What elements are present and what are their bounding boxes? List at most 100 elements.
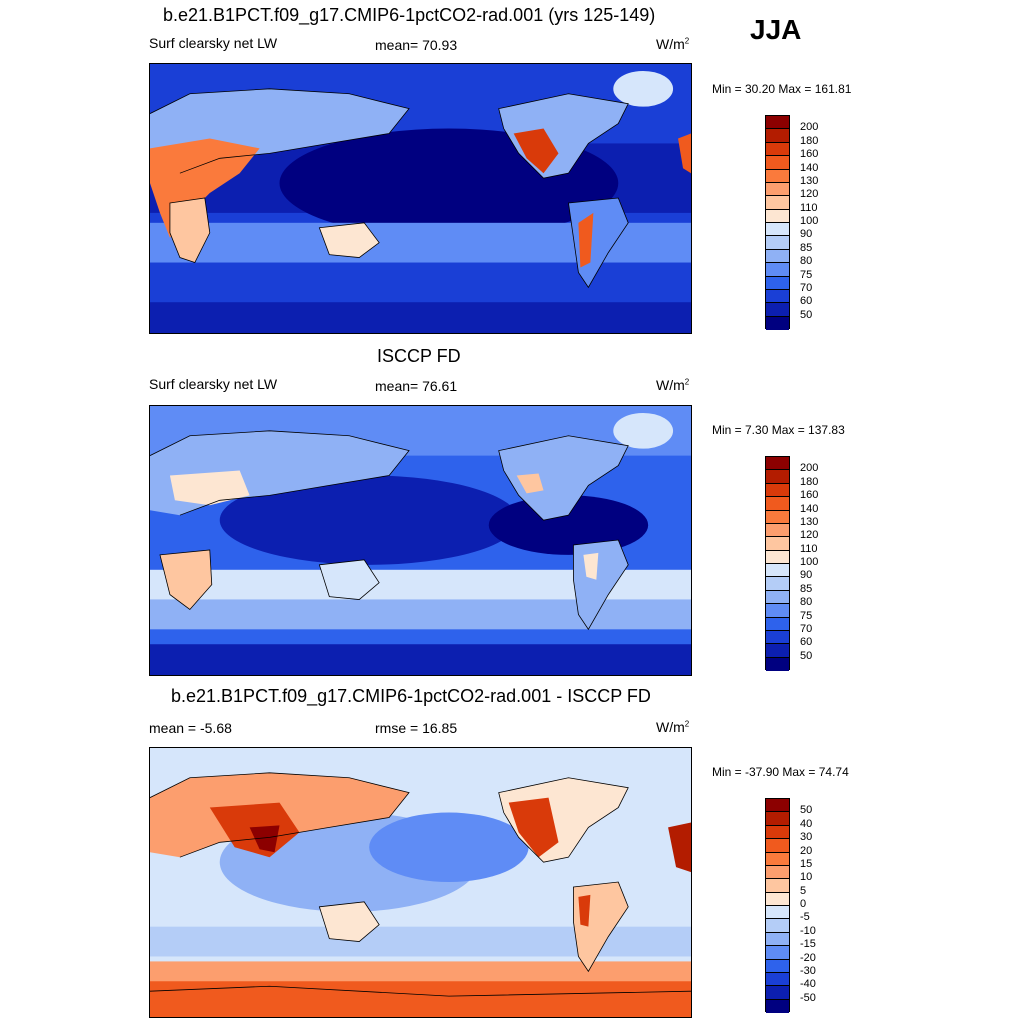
colorbar-tick-label: 100 — [800, 215, 819, 227]
colorbar-tick-label: 130 — [800, 174, 819, 187]
colorbar-swatch — [766, 617, 789, 631]
colorbar-swatch — [766, 523, 789, 538]
colorbar-tick-label: 50 — [800, 804, 813, 817]
colorbar-swatch — [766, 932, 789, 947]
panel-1-map-svg — [150, 64, 691, 333]
colorbar-tick-label: -20 — [800, 951, 816, 964]
panel-2-minmax: Min = 7.30 Max = 137.83 — [712, 423, 845, 437]
colorbar-tick-label: 120 — [800, 188, 819, 201]
colorbar-tick-label: 110 — [800, 201, 818, 214]
panel-3-map-svg — [150, 748, 691, 1017]
panel-3-title: b.e21.B1PCT.f09_g17.CMIP6-1pctCO2-rad.00… — [171, 686, 651, 706]
colorbar-swatch — [766, 919, 789, 933]
colorbar-swatch — [766, 812, 789, 826]
panel-3-colorbar — [765, 798, 790, 1013]
panel-2-map-svg — [150, 406, 691, 675]
colorbar-swatch — [766, 879, 789, 893]
colorbar-swatch — [766, 839, 789, 853]
panel-2-map — [149, 405, 692, 676]
colorbar-tick-label: 140 — [800, 502, 819, 515]
colorbar-swatch — [766, 289, 789, 304]
colorbar-swatch — [766, 236, 789, 250]
colorbar-swatch — [766, 156, 789, 170]
colorbar-tick-label: 180 — [800, 475, 819, 488]
colorbar-swatch — [766, 892, 789, 906]
colorbar-tick-label: -10 — [800, 924, 816, 937]
colorbar-swatch — [766, 644, 789, 658]
panel-3-minmax: Min = -37.90 Max = 74.74 — [712, 765, 849, 779]
panel-1-map — [149, 63, 692, 334]
colorbar-tick-label: 180 — [800, 134, 819, 147]
colorbar-swatch — [766, 550, 789, 564]
colorbar-swatch — [766, 470, 789, 484]
colorbar-tick-label: 100 — [800, 556, 819, 568]
colorbar-tick-label: 75 — [800, 268, 813, 281]
colorbar-tick-label: -50 — [800, 991, 816, 1004]
panel-3-map — [149, 747, 692, 1018]
colorbar-tick-label: 120 — [800, 529, 819, 542]
panel-1-units: W/m2 — [656, 36, 690, 52]
colorbar-tick-label: 50 — [800, 649, 813, 662]
colorbar-swatch — [766, 537, 789, 551]
colorbar-tick-label: 85 — [800, 241, 813, 254]
colorbar-swatch — [766, 959, 789, 973]
colorbar-swatch — [766, 986, 789, 1000]
panel-3-rmse: rmse = 16.85 — [375, 720, 458, 736]
panel-2-variable-label: Surf clearsky net LW — [149, 376, 278, 392]
colorbar-tick-label: 90 — [800, 228, 813, 241]
colorbar-tick-label: 5 — [800, 884, 807, 897]
colorbar-tick-label: 15 — [800, 857, 813, 870]
panel-2-units: W/m2 — [656, 377, 690, 393]
colorbar-tick-label: 160 — [800, 148, 819, 161]
colorbar-swatch — [766, 564, 789, 578]
panel-3-units: W/m2 — [656, 719, 690, 735]
colorbar-tick-label: 140 — [800, 161, 819, 174]
panel-1-colorbar — [765, 115, 790, 330]
colorbar-swatch — [766, 116, 789, 130]
colorbar-tick-label: 75 — [800, 609, 813, 622]
colorbar-tick-label: 200 — [800, 462, 819, 475]
panel-3-mean: mean = -5.68 — [149, 720, 232, 736]
colorbar-swatch — [766, 223, 789, 237]
colorbar-swatch — [766, 972, 789, 987]
colorbar-swatch — [766, 825, 789, 840]
colorbar-tick-label: 200 — [800, 121, 819, 134]
panel-1-minmax: Min = 30.20 Max = 161.81 — [712, 82, 852, 96]
colorbar-swatch — [766, 483, 789, 498]
colorbar-swatch — [766, 303, 789, 317]
colorbar-tick-label: 40 — [800, 817, 813, 830]
colorbar-swatch — [766, 169, 789, 183]
colorbar-tick-label: 85 — [800, 582, 813, 595]
colorbar-tick-label: 10 — [800, 871, 813, 884]
colorbar-swatch — [766, 906, 789, 920]
colorbar-swatch — [766, 946, 789, 960]
panel-2-mean: mean= 76.61 — [375, 378, 458, 394]
colorbar-swatch — [766, 209, 789, 223]
colorbar-tick-label: -15 — [800, 938, 816, 951]
colorbar-tick-label: 80 — [800, 596, 813, 609]
colorbar-swatch — [766, 630, 789, 645]
colorbar-swatch — [766, 129, 789, 143]
colorbar-swatch — [766, 316, 789, 330]
colorbar-tick-label: 70 — [800, 622, 813, 635]
colorbar-tick-label: 70 — [800, 281, 813, 294]
colorbar-swatch — [766, 852, 789, 866]
colorbar-swatch — [766, 510, 789, 524]
colorbar-swatch — [766, 799, 789, 813]
colorbar-tick-label: 30 — [800, 831, 813, 844]
panel-1-title: b.e21.B1PCT.f09_g17.CMIP6-1pctCO2-rad.00… — [163, 5, 656, 25]
colorbar-tick-label: -30 — [800, 964, 816, 977]
colorbar-swatch — [766, 457, 789, 471]
colorbar-tick-label: 60 — [800, 636, 813, 649]
colorbar-swatch — [766, 497, 789, 511]
colorbar-tick-label: 50 — [800, 308, 813, 321]
colorbar-tick-label: 20 — [800, 844, 813, 857]
colorbar-swatch — [766, 999, 789, 1013]
colorbar-tick-label: 0 — [800, 898, 807, 910]
colorbar-tick-label: 80 — [800, 255, 813, 268]
panel-2-title: ISCCP FD — [377, 346, 461, 366]
colorbar-tick-label: -40 — [800, 978, 816, 991]
panel-1-variable-label: Surf clearsky net LW — [149, 35, 278, 51]
colorbar-tick-label: 110 — [800, 542, 818, 555]
colorbar-swatch — [766, 263, 789, 277]
